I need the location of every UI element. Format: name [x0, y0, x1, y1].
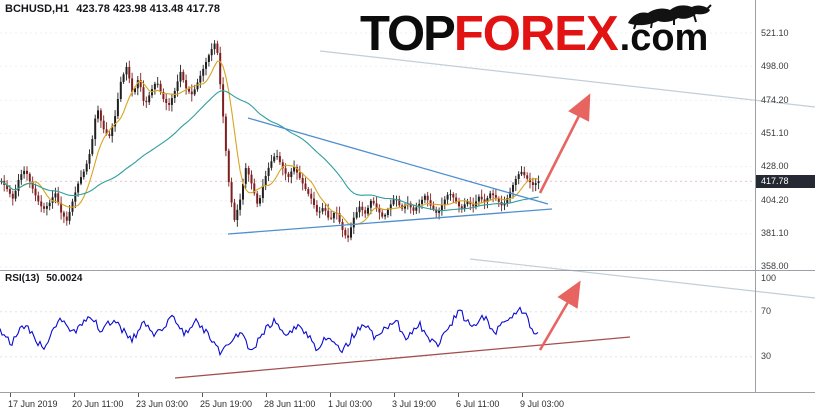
- time-axis-label: 17 Jun 2019: [8, 399, 58, 409]
- rsi-value-label: 50.0024: [46, 273, 83, 284]
- brand-watermark: TOP FOREX .com: [360, 4, 713, 68]
- time-axis-tick: [138, 393, 139, 397]
- rsi-axis-label: 100: [761, 273, 777, 283]
- rsi-title: RSI(13) 50.0024: [5, 273, 86, 284]
- time-axis-label: 25 Jun 19:00: [200, 399, 253, 409]
- time-axis-tick: [266, 393, 267, 397]
- chart-title: BCHUSD,H1 423.78 423.98 413.48 417.78: [5, 3, 224, 15]
- current-price-tag: 417.78: [756, 175, 815, 188]
- rsi-name-label: RSI(13): [5, 273, 40, 284]
- time-axis-label: 20 Jun 11:00: [72, 399, 124, 409]
- bull-logo-icon: [628, 4, 713, 30]
- price-axis-label: 428.00: [761, 161, 789, 171]
- time-axis-label: 3 Jul 19:00: [392, 399, 437, 409]
- price-chart-canvas[interactable]: [0, 0, 755, 270]
- price-axis-label: 381.10: [761, 228, 789, 238]
- time-axis-separator: [0, 392, 815, 393]
- current-price-value: 417.78: [761, 176, 789, 186]
- price-axis-label: 474.20: [761, 95, 789, 105]
- rsi-axis-label: 30: [761, 351, 772, 361]
- time-axis-tick: [74, 393, 75, 397]
- brand-word-forex: FOREX: [453, 7, 619, 61]
- time-axis-tick: [522, 393, 523, 397]
- time-axis-tick: [394, 393, 395, 397]
- price-axis-label: 404.20: [761, 195, 789, 205]
- time-axis-label: 23 Jun 03:00: [136, 399, 189, 409]
- rsi-axis-label: 70: [761, 306, 772, 316]
- time-axis-tick: [458, 393, 459, 397]
- ohlc-values-label: 423.78 423.98 413.48 417.78: [76, 3, 220, 15]
- time-axis-label: 6 Jul 11:00: [456, 399, 500, 409]
- rsi-chart-canvas[interactable]: [0, 270, 755, 392]
- time-axis-label: 1 Jul 03:00: [328, 399, 373, 409]
- brand-word-top: TOP: [360, 7, 456, 61]
- symbol-timeframe-label: BCHUSD,H1: [5, 3, 70, 15]
- time-axis-tick: [10, 393, 11, 397]
- panel-separator[interactable]: [0, 270, 815, 271]
- price-axis-label: 451.10: [761, 128, 789, 138]
- price-axis-label: 358.00: [761, 261, 789, 271]
- time-axis-tick: [202, 393, 203, 397]
- time-axis-label: 9 Jul 03:00: [520, 399, 565, 409]
- price-axis-label: 498.00: [761, 61, 789, 71]
- price-axis-border: [755, 0, 756, 392]
- price-axis-label: 521.10: [761, 28, 789, 38]
- time-axis-tick: [330, 393, 331, 397]
- time-axis-label: 28 Jun 11:00: [264, 399, 316, 409]
